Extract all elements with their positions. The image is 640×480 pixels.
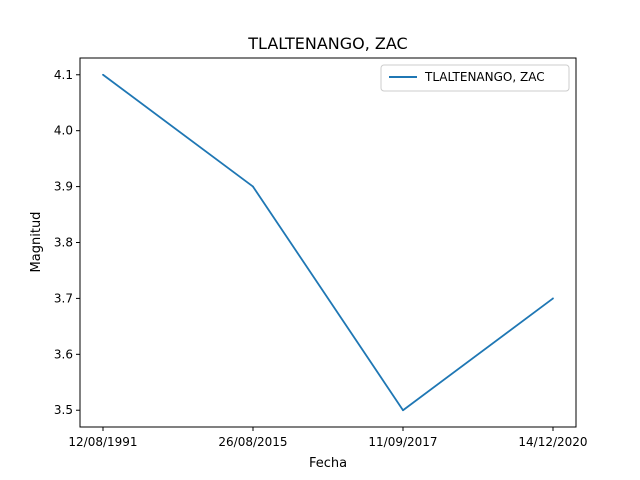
y-tick-label: 3.8: [54, 236, 73, 250]
chart-title: TLALTENANGO, ZAC: [247, 34, 407, 53]
y-tick-label: 3.6: [54, 347, 73, 361]
x-tick-label: 11/09/2017: [368, 435, 437, 449]
y-axis-label: Magnitud: [29, 212, 44, 273]
x-axis-ticks: 12/08/1991 26/08/2015 11/09/2017 14/12/2020: [68, 427, 588, 449]
y-axis-ticks: 3.5 3.6 3.7 3.8 3.9 4.0 4.1: [54, 68, 80, 417]
x-tick-label: 26/08/2015: [218, 435, 287, 449]
data-point: [552, 297, 554, 300]
x-axis-label: Fecha: [309, 456, 347, 471]
y-tick-label: 4.0: [54, 124, 73, 138]
data-point: [402, 409, 404, 412]
y-tick-label: 4.1: [54, 68, 73, 82]
legend-box: [380, 64, 570, 92]
series-line: [102, 74, 554, 412]
x-tick-label: 12/08/1991: [68, 435, 137, 449]
y-tick-label: 3.5: [54, 403, 73, 417]
y-tick-label: 3.7: [54, 291, 73, 305]
legend-label: TLALTENANGO, ZAC: [424, 70, 545, 84]
x-tick-label: 14/12/2020: [518, 435, 587, 449]
data-point: [102, 73, 104, 76]
y-tick-label: 3.9: [54, 180, 73, 194]
data-point: [252, 185, 254, 188]
series-layer: [102, 73, 554, 412]
legend: TLALTENANGO, ZAC: [380, 64, 570, 92]
